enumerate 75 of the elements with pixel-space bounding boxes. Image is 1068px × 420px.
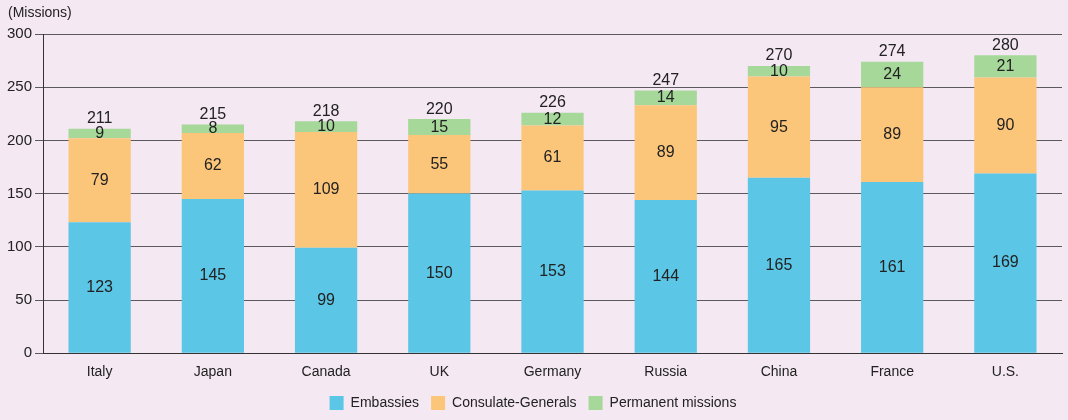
data-label: 145 [199, 266, 227, 284]
bar [521, 112, 584, 126]
legend-label: Permanent missions [609, 393, 737, 410]
data-label: 10 [770, 61, 788, 79]
x-tick-label: Germany [523, 363, 582, 380]
data-label: 61 [543, 148, 562, 166]
data-label: 161 [878, 257, 906, 275]
total-label: 280 [992, 35, 1019, 53]
data-label: 109 [312, 180, 340, 198]
bar [861, 87, 924, 182]
data-label: 24 [883, 64, 902, 82]
data-label: 89 [883, 124, 902, 142]
y-tick-label: 50 [15, 290, 33, 308]
data-label: 99 [317, 290, 336, 308]
bar [861, 61, 924, 88]
data-label: 153 [539, 262, 566, 280]
bar [68, 138, 131, 223]
x-tick-label: U.S. [991, 363, 1020, 380]
bar [634, 105, 697, 200]
total-label: 226 [539, 93, 566, 111]
data-label: 169 [992, 253, 1019, 271]
bar [974, 55, 1037, 78]
total-label: 270 [765, 46, 793, 64]
bar [521, 125, 584, 191]
data-label: 15 [430, 117, 449, 135]
bar [408, 193, 471, 353]
x-tick-label: Italy [86, 363, 113, 380]
bar [747, 76, 811, 178]
data-label: 8 [208, 119, 218, 137]
data-label: 62 [203, 156, 222, 174]
total-label: 220 [425, 99, 453, 117]
y-tick-label: 300 [7, 24, 33, 42]
bar [861, 181, 924, 353]
bar [181, 198, 244, 353]
total-label: 247 [652, 70, 680, 88]
bar [974, 173, 1037, 353]
data-label: 12 [543, 109, 562, 127]
bar [181, 132, 244, 199]
x-tick-label: Canada [301, 363, 351, 380]
data-label: 165 [765, 255, 793, 273]
bar [408, 135, 471, 194]
y-axis-title: (Missions) [8, 3, 72, 20]
legend-label: Consulate-Generals [452, 393, 577, 410]
data-label: 90 [996, 115, 1015, 133]
data-label: 21 [996, 56, 1015, 74]
data-label: 55 [430, 154, 449, 172]
x-tick-label: Japan [193, 363, 232, 380]
data-label: 89 [656, 143, 675, 161]
bar [294, 131, 358, 248]
y-tick-label: 200 [7, 130, 33, 148]
data-label: 150 [425, 263, 453, 281]
y-tick-label: 150 [7, 183, 33, 201]
total-label: 215 [199, 104, 227, 122]
x-tick-label: Russia [644, 363, 688, 380]
y-tick-label: 250 [7, 77, 33, 95]
bar [747, 177, 811, 353]
x-tick-label: France [870, 363, 915, 380]
data-label: 14 [656, 88, 675, 106]
x-tick-label: UK [429, 363, 450, 380]
data-label: 79 [90, 170, 109, 188]
total-label: 218 [312, 101, 340, 119]
y-tick-label: 0 [23, 343, 33, 361]
bar [634, 199, 697, 353]
data-label: 95 [770, 117, 788, 135]
bar [974, 77, 1037, 174]
data-label: 123 [86, 277, 114, 295]
data-label: 144 [652, 266, 680, 284]
bar [68, 222, 131, 353]
bar [521, 190, 584, 353]
x-tick-label: China [760, 363, 798, 380]
data-label: 10 [317, 116, 336, 134]
total-label: 274 [878, 42, 906, 60]
legend-label: Embassies [350, 393, 420, 410]
bar [294, 247, 358, 353]
y-tick-label: 100 [7, 236, 33, 254]
